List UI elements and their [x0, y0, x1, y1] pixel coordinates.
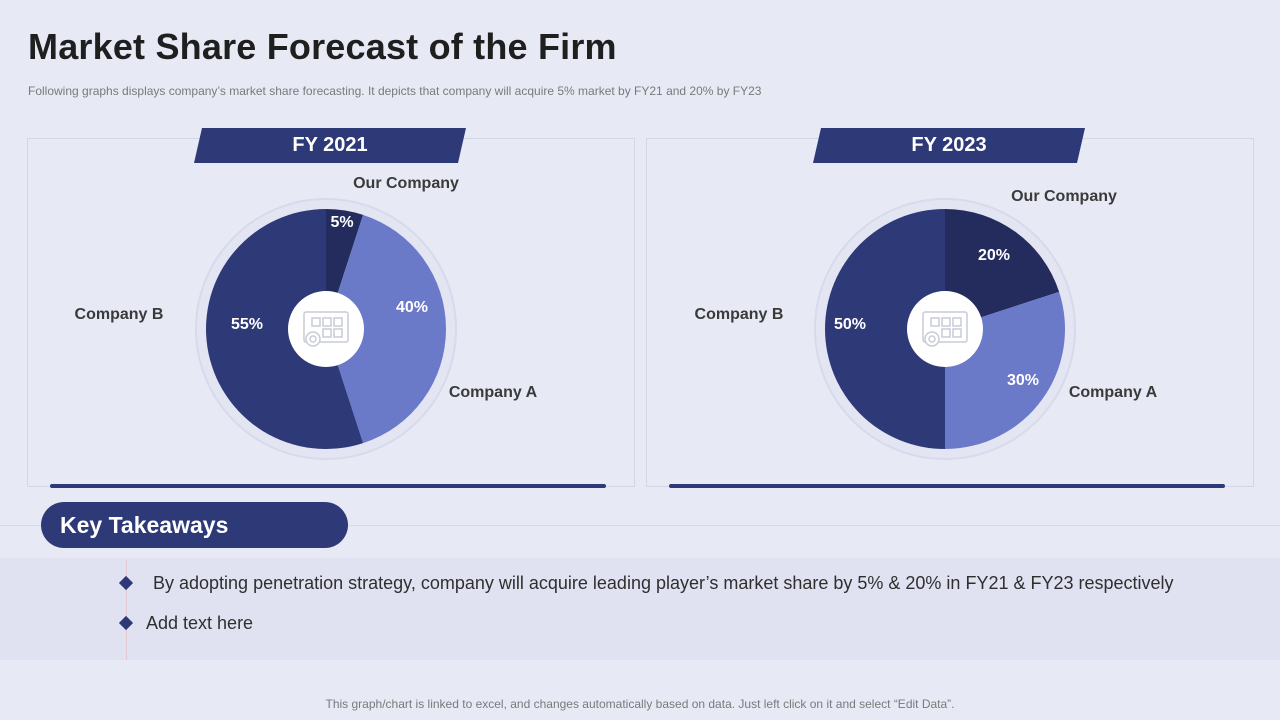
pct-label-our-company-fy2021: 5% [330, 214, 353, 231]
pct-label-company-b-fy2023: 50% [834, 316, 866, 333]
takeaways-band [0, 558, 1280, 660]
pie-slice-company-b-fy2023[interactable] [825, 209, 945, 449]
pie-chart-fy2023[interactable]: 20% 30% 50% Our Company Company A Company B [647, 139, 1255, 488]
chart-panel-fy2021[interactable]: 5% 40% 55% Our Company Company A Company B FY… [27, 128, 636, 488]
category-label-company-a-fy2021: Company A [449, 384, 538, 401]
fy-banner-fy2023: FY 2023 [813, 128, 1085, 163]
pct-label-company-b-fy2021: 55% [231, 316, 263, 333]
panel-underline [669, 484, 1225, 488]
pie-chart-fy2021[interactable]: 5% 40% 55% Our Company Company A Company B [28, 139, 636, 488]
category-label-company-b-fy2023: Company B [695, 306, 784, 323]
chart-panel-fy2023[interactable]: 20% 30% 50% Our Company Company A Company B F… [646, 128, 1255, 488]
panel-underline [50, 484, 606, 488]
pie-slice-our-company-fy2023[interactable] [945, 209, 1060, 329]
blueprint-gear-icon [922, 311, 968, 347]
chart-title-fy2021: FY 2021 [292, 134, 368, 156]
chart-title-fy2023: FY 2023 [911, 134, 987, 156]
pct-label-our-company-fy2023: 20% [978, 247, 1010, 264]
pie-slice-company-b-fy2021[interactable] [206, 209, 364, 449]
pct-label-company-a-fy2023: 30% [1007, 372, 1039, 389]
pct-label-company-a-fy2021: 40% [396, 299, 428, 316]
footer-note: This graph/chart is linked to excel, and… [325, 697, 955, 711]
section-divider [0, 525, 1280, 526]
key-takeaways-heading: Key Takeaways [60, 512, 229, 538]
key-takeaways-pill: Key Takeaways [41, 502, 348, 548]
takeaway-item-1[interactable]: By adopting penetration strategy, compan… [153, 573, 1174, 593]
fy-banner-fy2021: FY 2021 [194, 128, 466, 163]
category-label-our-company-fy2023: Our Company [1011, 188, 1117, 205]
category-label-our-company-fy2021: Our Company [353, 175, 459, 192]
blueprint-gear-icon [303, 311, 349, 347]
category-label-company-b-fy2021: Company B [75, 306, 164, 323]
takeaways-guide-line [126, 560, 127, 660]
takeaway-item-2[interactable]: Add text here [146, 613, 254, 633]
pie-slice-company-a-fy2021[interactable] [326, 214, 447, 444]
page-subtitle: Following graphs displays company’s mark… [28, 84, 762, 98]
page-title: Market Share Forecast of the Firm [28, 26, 617, 67]
category-label-company-a-fy2023: Company A [1069, 384, 1158, 401]
